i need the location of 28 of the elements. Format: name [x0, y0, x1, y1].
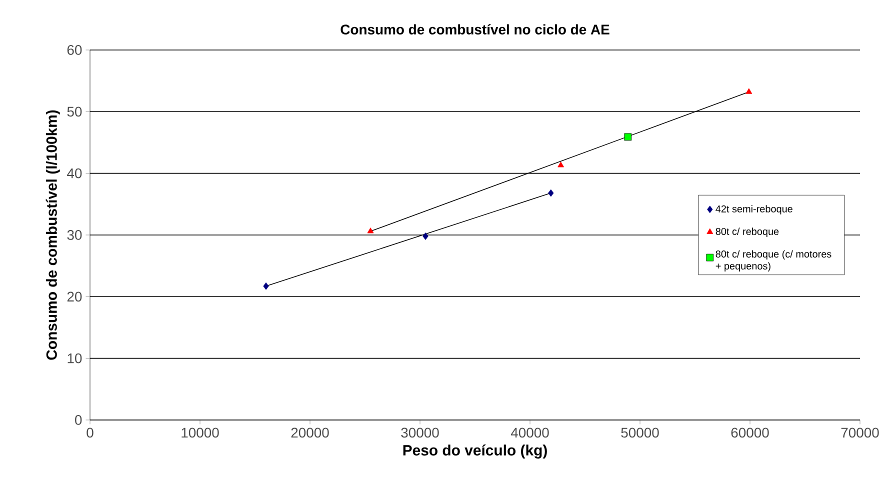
x-tick-label: 10000: [182, 428, 219, 438]
x-tick-label: 60000: [731, 428, 769, 438]
y-axis-title: Consumo de combustível (l/100km): [46, 110, 60, 360]
chart-title: Consumo de combustível no ciclo de AE: [340, 24, 610, 34]
legend-label: 80t c/ reboque: [716, 228, 779, 237]
point: [548, 189, 554, 197]
y-tick-label: 60: [67, 45, 82, 55]
point: [624, 133, 632, 141]
x-tick-label: 30000: [401, 428, 439, 438]
x-tick-label: 0: [86, 428, 94, 438]
x-axis-title: Peso do veículo (kg): [403, 444, 547, 459]
point: [746, 88, 752, 94]
point: [367, 228, 374, 234]
y-tick-label: 20: [67, 292, 82, 302]
y-tick-label: 0: [75, 415, 82, 425]
y-tick-label: 50: [67, 106, 82, 117]
x-tick-label: 40000: [510, 428, 549, 438]
legend-label: 42t semi-reboque: [716, 205, 792, 214]
point: [422, 232, 428, 240]
y-tick-label: 10: [68, 353, 82, 364]
y-tick-label: 40: [67, 168, 82, 178]
x-tick-label: 50000: [621, 428, 659, 438]
x-tick-label: 70000: [841, 428, 879, 438]
x-tick-label: 20000: [291, 428, 329, 438]
point: [263, 282, 269, 290]
point: [558, 162, 564, 168]
y-tick-label: 30: [67, 230, 82, 240]
legend-label: 80t c/ reboque (c/ motores + pequenos): [716, 250, 832, 272]
